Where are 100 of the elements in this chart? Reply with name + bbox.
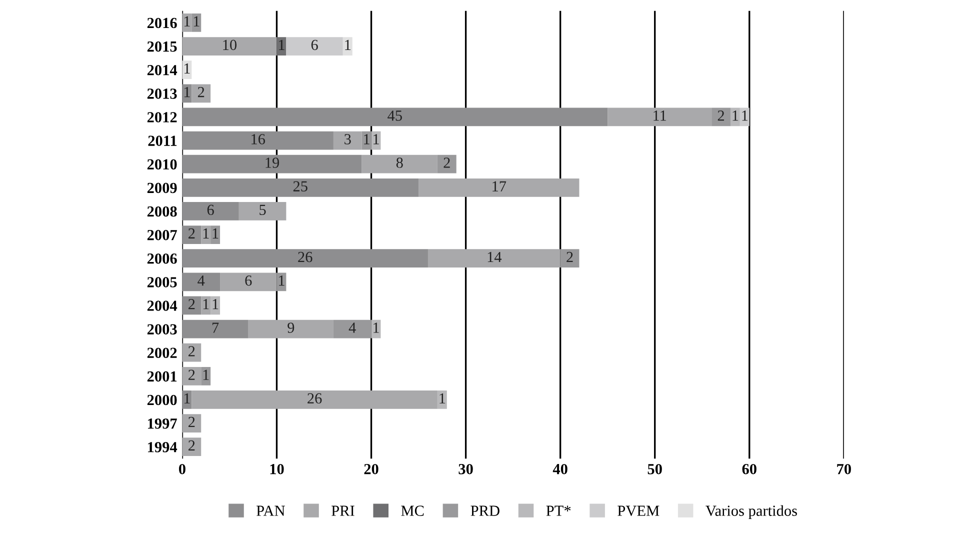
data-label: 3 (344, 134, 351, 144)
data-label: 17 (492, 181, 506, 192)
bar (210, 296, 220, 315)
y-tick-label: 2013 (147, 88, 177, 99)
x-tick-label: 30 (458, 464, 473, 474)
data-label: 6 (245, 275, 252, 286)
y-tick-label: 2003 (147, 324, 177, 334)
y-tick-label: 2002 (147, 348, 177, 358)
data-label: 14 (488, 252, 502, 262)
data-label: 9 (288, 322, 294, 333)
bar (220, 272, 277, 292)
legend-label: PT* (546, 506, 571, 516)
data-label: 1 (203, 370, 209, 380)
data-label: 6 (311, 40, 318, 50)
bar (182, 414, 202, 432)
data-label: 1 (278, 40, 284, 50)
bar (201, 296, 211, 315)
bar (182, 226, 202, 244)
y-tick-label: 2000 (147, 394, 177, 406)
x-tick-label: 10 (270, 464, 284, 474)
y-tick-label: 2016 (147, 18, 177, 28)
data-label: 8 (396, 158, 403, 168)
data-label: 6 (207, 204, 214, 216)
bar (286, 37, 343, 56)
data-label: 1 (212, 299, 218, 310)
data-label: 1 (203, 299, 209, 310)
data-label: 26 (308, 393, 322, 404)
data-label: 1 (278, 275, 284, 286)
y-tick-label: 2006 (147, 253, 177, 264)
bar (182, 108, 608, 126)
data-label: 1 (742, 110, 748, 121)
data-label: 1 (194, 16, 200, 26)
legend-label: PRD (470, 506, 500, 516)
legend-label: PRI (332, 506, 354, 516)
data-label: 2 (188, 416, 195, 427)
bar (437, 154, 456, 174)
data-label: 16 (252, 134, 266, 144)
y-tick-label: 2005 (147, 277, 177, 288)
bar (608, 108, 712, 126)
data-label: 5 (260, 204, 266, 216)
y-tick-label: 2015 (147, 41, 177, 52)
y-tick-label: 2010 (147, 159, 177, 170)
data-label: 1 (732, 110, 738, 121)
data-label: 2 (444, 158, 450, 168)
data-label: 1 (203, 228, 209, 238)
data-label: 19 (266, 158, 280, 168)
data-label: 2 (188, 228, 195, 238)
bar (182, 438, 202, 456)
x-tick-label: 60 (742, 464, 756, 474)
x-tick-label: 20 (364, 464, 378, 474)
data-label: 45 (388, 110, 402, 121)
data-label: 1 (374, 134, 379, 144)
x-tick-label: 50 (648, 464, 662, 474)
bar (182, 272, 220, 292)
data-label: 2 (188, 440, 195, 451)
y-tick-label: 2004 (147, 300, 178, 311)
data-label: 1 (440, 393, 446, 404)
bar (418, 178, 580, 197)
bar (192, 390, 438, 409)
bar (182, 249, 428, 268)
bar (276, 272, 286, 292)
y-tick-label: 2014 (147, 64, 178, 76)
bar (276, 37, 286, 56)
data-label: 2 (718, 110, 724, 121)
bar (182, 343, 202, 362)
data-label: 1 (364, 134, 370, 144)
data-label: 2 (188, 370, 195, 380)
data-label: 2 (566, 252, 573, 262)
bar (437, 390, 447, 409)
data-label: 11 (654, 110, 666, 121)
data-label: 1 (184, 86, 190, 98)
bar (182, 178, 419, 197)
bar (182, 320, 248, 338)
data-label: 26 (298, 252, 312, 262)
data-label: 4 (348, 322, 356, 333)
bar (238, 202, 286, 220)
data-label: 2 (188, 299, 195, 310)
bar (182, 366, 202, 386)
bar (428, 249, 560, 268)
bar (182, 154, 362, 174)
x-tick-label: 40 (552, 464, 568, 474)
bar (201, 226, 211, 244)
bar (192, 84, 211, 103)
y-tick-label: 2001 (147, 371, 177, 382)
x-tick-label: 0 (178, 464, 186, 474)
bar (182, 202, 239, 220)
bar (182, 37, 277, 56)
y-tick-label: 2009 (147, 182, 177, 194)
y-tick-label: 2008 (147, 206, 177, 217)
bar (192, 14, 202, 32)
bar (182, 296, 202, 315)
data-label: 1 (184, 393, 190, 404)
bar (712, 108, 730, 126)
bar (248, 320, 334, 338)
y-tick-label: 2007 (147, 230, 177, 240)
bar (362, 154, 438, 174)
y-tick-label: 1994 (148, 442, 178, 452)
data-label: 10 (223, 40, 237, 50)
data-label: 2 (188, 346, 195, 356)
bar (333, 320, 372, 338)
